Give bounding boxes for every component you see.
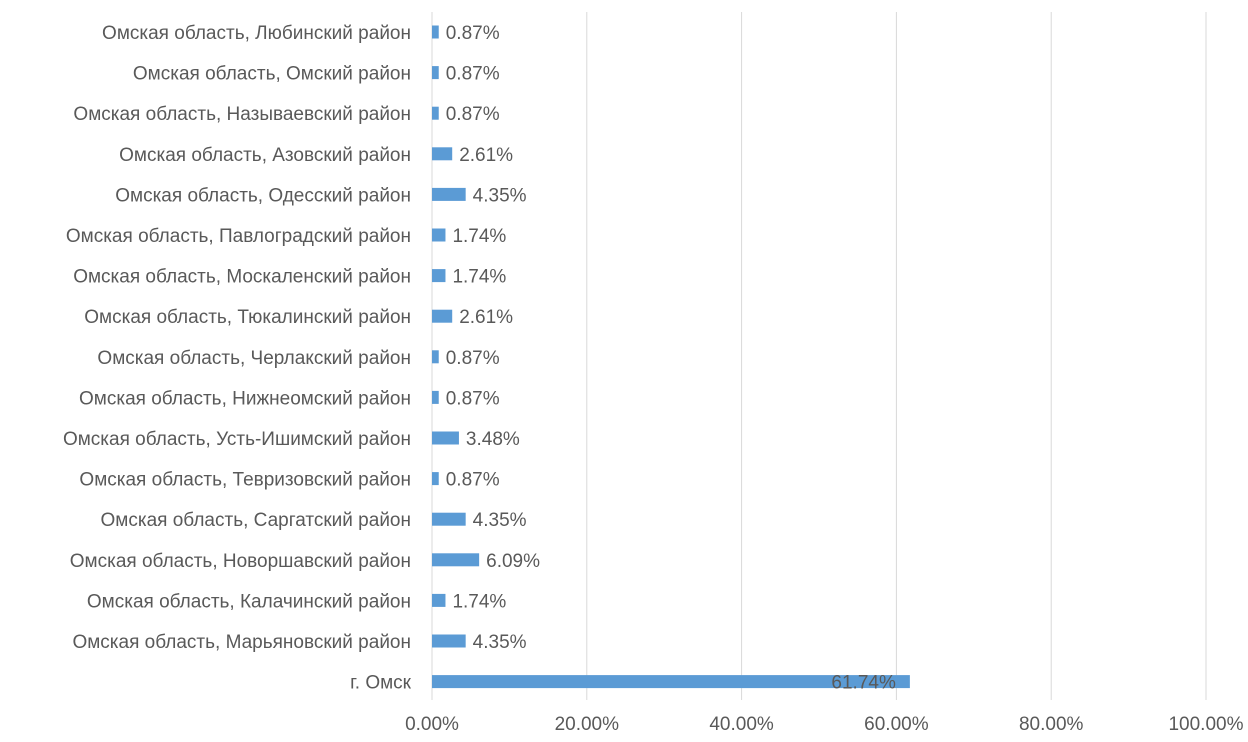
category-label: Омская область, Саргатский район: [101, 510, 411, 531]
category-label: Омская область, Называевский район: [73, 104, 411, 125]
bar: [432, 187, 466, 201]
category-labels: Омская область, Любинский район Омская об…: [63, 23, 412, 694]
data-label: 0.87%: [446, 388, 500, 409]
bar: [432, 66, 439, 80]
data-label: 61.74%: [831, 673, 896, 694]
data-label: 2.61%: [459, 307, 513, 328]
category-label: Омская область, Нижнеомский район: [79, 388, 411, 409]
data-labels: 0.87% 0.87% 0.87% 2.61% 4.35% 1.74% 1.74% 2.61%…: [446, 23, 896, 694]
data-label: 3.48%: [466, 429, 520, 450]
category-label: Омская область, Черлакский район: [97, 348, 411, 369]
data-label: 4.35%: [473, 632, 527, 653]
data-label: 0.87%: [446, 104, 500, 125]
bar: [432, 309, 453, 323]
category-label: Омская область, Новоршавский район: [70, 551, 411, 572]
category-label: Омская область, Азовский район: [119, 145, 411, 166]
x-tick-label: 40.00%: [709, 714, 774, 735]
category-label: Омская область, Усть-Ишимский район: [63, 429, 411, 450]
data-label: 4.35%: [473, 185, 527, 206]
bar: [432, 350, 439, 364]
bar: [432, 593, 446, 607]
category-label: Омская область, Калачинский район: [87, 591, 411, 612]
bar: [432, 106, 439, 120]
bar: [432, 228, 446, 242]
bar: [432, 147, 453, 161]
bar: [432, 269, 446, 283]
category-label: г. Омск: [350, 673, 412, 694]
data-label: 1.74%: [452, 226, 506, 247]
x-tick-label: 60.00%: [864, 714, 929, 735]
bar: [432, 553, 480, 567]
category-label: Омская область, Любинский район: [102, 23, 411, 44]
data-label: 4.35%: [473, 510, 527, 531]
category-label: Омская область, Павлоградский район: [66, 226, 411, 247]
category-label: Омская область, Одесский район: [115, 185, 411, 206]
bar: [432, 634, 466, 648]
data-label: 1.74%: [452, 591, 506, 612]
category-label: Омская область, Тевризовский район: [79, 470, 411, 491]
category-label: Омская область, Марьяновский район: [72, 632, 411, 653]
data-label: 6.09%: [486, 551, 540, 572]
bar: [432, 390, 439, 404]
data-label: 0.87%: [446, 64, 500, 85]
x-tick-label: 0.00%: [405, 714, 459, 735]
data-label: 0.87%: [446, 348, 500, 369]
x-tick-label: 80.00%: [1019, 714, 1084, 735]
bar: [432, 675, 910, 689]
x-tick-label: 20.00%: [555, 714, 620, 735]
gridlines: [431, 12, 1207, 700]
data-label: 2.61%: [459, 145, 513, 166]
x-axis-tick-labels: 0.00% 20.00% 40.00% 60.00% 80.00% 100.00%: [405, 714, 1244, 735]
bar: [432, 512, 466, 526]
bar: [432, 25, 439, 39]
data-label: 0.87%: [446, 470, 500, 491]
data-label: 1.74%: [452, 267, 506, 288]
bar: [432, 472, 439, 486]
x-tick-label: 100.00%: [1168, 714, 1243, 735]
category-label: Омская область, Москаленский район: [73, 267, 411, 288]
category-label: Омская область, Тюкалинский район: [84, 307, 411, 328]
bars: [432, 25, 910, 689]
data-label: 0.87%: [446, 23, 500, 44]
category-label: Омская область, Омский район: [133, 64, 411, 85]
bar: [432, 431, 459, 445]
